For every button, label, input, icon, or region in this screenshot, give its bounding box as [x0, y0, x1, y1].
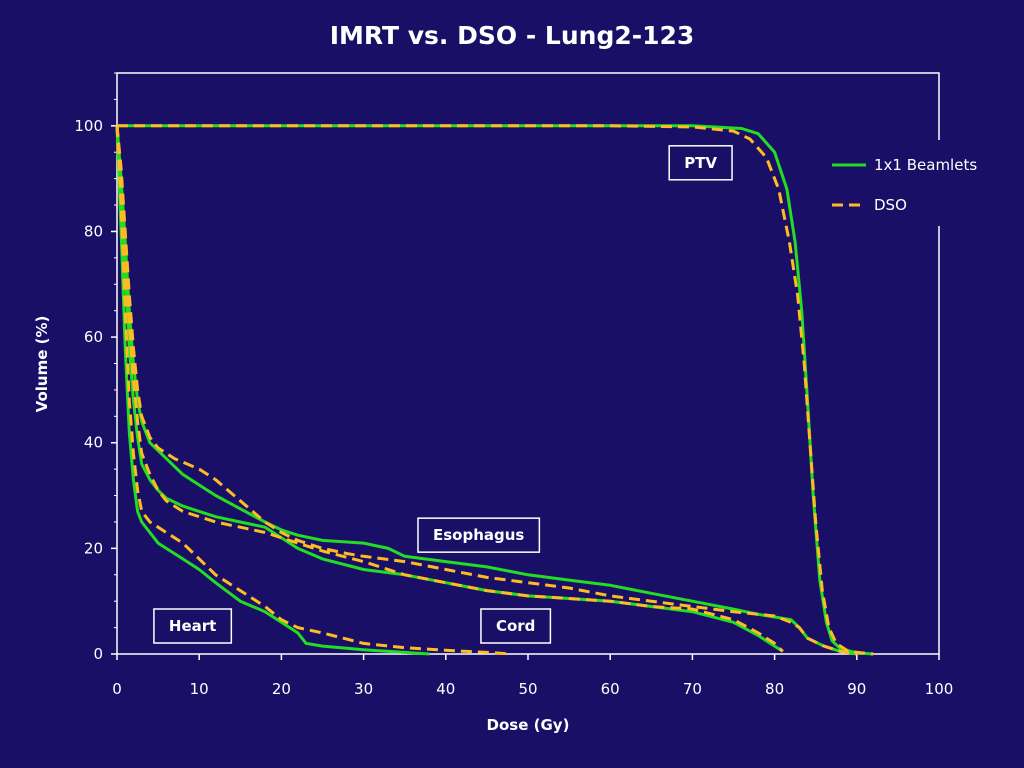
annotation-box	[480, 608, 552, 644]
series-layer	[115, 124, 874, 656]
x-tick-label: 40	[436, 680, 455, 698]
x-tick-label: 10	[190, 680, 209, 698]
y-axis: 0 20 40 60 80 100	[74, 72, 117, 663]
ptv-beamlets-line	[117, 124, 874, 656]
y-tick-label: 100	[74, 117, 103, 135]
legend: 1x1 Beamlets DSO	[822, 140, 1018, 226]
y-tick-label: 20	[84, 539, 103, 557]
y-tick-label: 0	[93, 645, 103, 663]
annotation-label: PTV	[684, 154, 717, 172]
legend-label: DSO	[874, 196, 907, 214]
y-tick-label: 60	[84, 328, 103, 346]
x-tick-label: 0	[112, 680, 122, 698]
y-tick-label: 40	[84, 434, 103, 452]
x-tick-label: 90	[847, 680, 866, 698]
esophagus-dso-line	[115, 125, 858, 656]
x-tick-label: 50	[518, 680, 537, 698]
ptv-dso-line	[117, 124, 874, 656]
annotation-layer: PTV Esophagus Cord Heart	[153, 145, 733, 644]
x-axis: 0 10 20 30 40 50 60 70 80 90 100	[112, 654, 953, 698]
x-tick-label: 80	[765, 680, 784, 698]
annotation-label: Cord	[496, 617, 535, 635]
cord-beamlets-line	[115, 125, 784, 653]
annotation-label: Heart	[169, 617, 216, 635]
annotation-esophagus: Esophagus	[417, 517, 541, 553]
chart-title: IMRT vs. DSO - Lung2-123	[330, 21, 695, 50]
y-axis-title: Volume (%)	[33, 316, 51, 413]
y-tick-label: 80	[84, 222, 103, 240]
legend-label: 1x1 Beamlets	[874, 156, 977, 174]
x-tick-label: 70	[683, 680, 702, 698]
annotation-cord: Cord	[480, 608, 552, 644]
cord-dso-line	[115, 125, 784, 653]
heart-dso-line	[115, 125, 512, 656]
x-tick-label: 60	[601, 680, 620, 698]
plot-area	[116, 72, 940, 655]
annotation-box	[153, 608, 233, 644]
annotation-label: Esophagus	[433, 526, 524, 544]
esophagus-beamlets-line	[115, 125, 858, 656]
x-axis-title: Dose (Gy)	[487, 716, 570, 734]
annotation-ptv: PTV	[668, 145, 733, 181]
x-tick-label: 100	[925, 680, 954, 698]
x-tick-label: 30	[354, 680, 373, 698]
annotation-box	[417, 517, 541, 553]
annotation-heart: Heart	[153, 608, 233, 644]
annotation-box	[668, 145, 733, 181]
heart-beamlets-line	[115, 125, 430, 656]
legend-background	[822, 140, 1018, 226]
x-tick-label: 20	[272, 680, 291, 698]
